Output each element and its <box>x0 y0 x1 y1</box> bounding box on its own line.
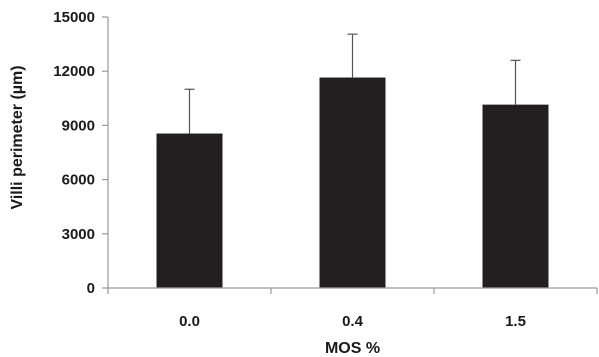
y-axis-tick-labels: 0 3000 6000 9000 12000 15000 <box>53 9 95 297</box>
y-tick-label: 9000 <box>62 117 95 134</box>
x-tick-label: 1.5 <box>505 313 526 330</box>
x-axis-tick-labels: 0.0 0.4 1.5 <box>179 313 526 330</box>
y-tick-label: 6000 <box>62 172 95 189</box>
bar-0.0 <box>156 133 223 288</box>
bar-1.5 <box>482 104 549 288</box>
error-bars <box>184 33 521 134</box>
y-tick-label: 0 <box>87 280 95 297</box>
y-tick-label: 15000 <box>53 9 95 26</box>
y-tick-label: 12000 <box>53 63 95 80</box>
x-axis-title: MOS % <box>325 340 380 357</box>
bar-series <box>156 77 549 288</box>
x-axis-ticks <box>107 288 598 294</box>
y-tick-label: 3000 <box>62 226 95 243</box>
x-tick-label: 0.4 <box>342 313 364 330</box>
bar-0.4 <box>319 77 386 288</box>
y-axis-title: Villi perimeter (µm) <box>9 65 26 209</box>
x-tick-label: 0.0 <box>179 313 200 330</box>
y-axis-ticks <box>102 16 108 289</box>
